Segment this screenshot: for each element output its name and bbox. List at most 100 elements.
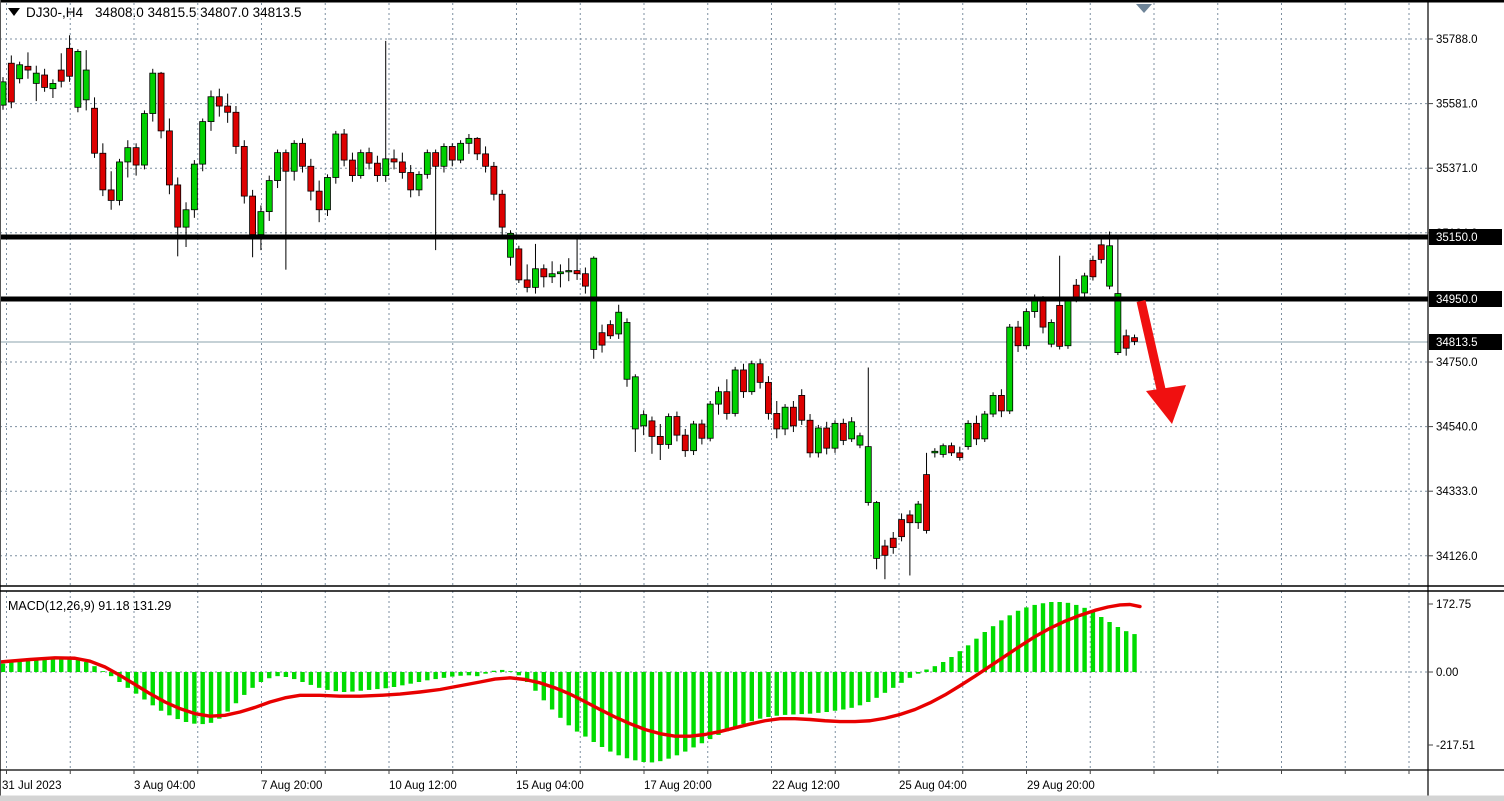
macd-histogram-bar bbox=[882, 672, 888, 693]
macd-histogram-bar bbox=[508, 671, 513, 672]
macd-histogram-bar bbox=[558, 672, 563, 718]
candle-bearish bbox=[448, 146, 456, 161]
macd-histogram-bar bbox=[84, 662, 89, 672]
candle-bearish bbox=[798, 395, 806, 421]
scroll-to-end-icon[interactable] bbox=[1136, 4, 1152, 13]
candle-bearish bbox=[157, 72, 165, 132]
candle-bullish bbox=[665, 416, 672, 445]
macd-histogram-bar bbox=[932, 666, 938, 672]
macd-signal-line bbox=[0, 602, 1142, 738]
candle-bullish bbox=[914, 503, 922, 524]
candle-bullish bbox=[939, 445, 947, 455]
macd-histogram-bar bbox=[699, 672, 705, 744]
macd-histogram-bar bbox=[441, 672, 447, 678]
macd-histogram-bar bbox=[50, 657, 56, 672]
candle-bullish bbox=[565, 270, 573, 273]
candle-bullish bbox=[116, 161, 123, 201]
candle-bearish bbox=[806, 419, 814, 454]
candle-bearish bbox=[523, 279, 531, 288]
candle-bearish bbox=[823, 427, 831, 449]
macd-histogram-bar bbox=[67, 657, 72, 672]
macd-histogram-bar bbox=[9, 662, 14, 672]
time-axis-label: 10 Aug 12:00 bbox=[389, 780, 457, 792]
symbol-dropdown-icon[interactable] bbox=[8, 8, 20, 16]
candle-bearish bbox=[839, 422, 847, 441]
candle-bullish bbox=[199, 121, 207, 165]
candle-bearish bbox=[765, 381, 772, 414]
candle-bullish bbox=[1006, 326, 1014, 412]
macd-histogram-bar bbox=[524, 672, 530, 682]
macd-histogram-bar bbox=[375, 672, 380, 690]
macd-histogram-bar bbox=[990, 626, 996, 672]
macd-histogram-bar bbox=[899, 672, 904, 683]
macd-histogram-bar bbox=[608, 672, 613, 752]
macd-histogram-bar bbox=[666, 672, 671, 759]
candle-bullish bbox=[74, 51, 82, 108]
macd-histogram-bar bbox=[325, 672, 330, 690]
candle-bearish bbox=[482, 153, 489, 167]
candle-bearish bbox=[340, 133, 348, 161]
macd-histogram-bar bbox=[841, 672, 846, 710]
macd-histogram-bar bbox=[333, 672, 338, 692]
candle-bullish bbox=[290, 142, 298, 172]
time-axis-label: 3 Aug 04:00 bbox=[134, 780, 195, 792]
candle-bearish bbox=[1039, 298, 1047, 328]
candle-bearish bbox=[66, 47, 73, 77]
macd-histogram-bar bbox=[92, 666, 97, 672]
macd-histogram-bar bbox=[583, 672, 588, 737]
macd-histogram-bar bbox=[574, 672, 580, 732]
price-axis-label: 35581.0 bbox=[1436, 99, 1478, 111]
macd-histogram-bar bbox=[566, 672, 571, 726]
macd-histogram-bar bbox=[475, 672, 480, 677]
macd-histogram-bar bbox=[641, 672, 646, 762]
candle-bullish bbox=[382, 158, 390, 177]
candle-bearish bbox=[698, 423, 706, 439]
candle-bullish bbox=[465, 137, 473, 144]
candle-bearish bbox=[606, 324, 614, 337]
macd-histogram-bar bbox=[741, 672, 746, 725]
macd-histogram-bar bbox=[425, 672, 430, 681]
price-badge-bg bbox=[1429, 291, 1502, 307]
macd-histogram-bar bbox=[974, 638, 979, 672]
candle-bearish bbox=[282, 152, 290, 172]
macd-histogram-bar bbox=[358, 672, 363, 691]
macd-histogram-bar bbox=[891, 672, 896, 688]
trend-arrow-head[interactable] bbox=[1146, 385, 1186, 424]
candle-bullish bbox=[457, 142, 465, 161]
macd-histogram-bar bbox=[200, 672, 205, 725]
macd-histogram-bar bbox=[108, 672, 114, 677]
candle-bearish bbox=[215, 96, 223, 107]
macd-histogram-bar bbox=[1049, 602, 1054, 672]
macd-histogram-bar bbox=[1015, 610, 1021, 672]
candle-bullish bbox=[706, 403, 714, 439]
candle-bullish bbox=[357, 152, 365, 177]
macd-histogram-bar bbox=[150, 672, 155, 706]
candle-bearish bbox=[573, 270, 581, 275]
macd-histogram-bar bbox=[466, 672, 472, 676]
horizontal-level-lines[interactable] bbox=[0, 234, 1428, 302]
macd-histogram-bar bbox=[1082, 607, 1087, 672]
macd-histogram-bar bbox=[500, 669, 505, 672]
candle-bearish bbox=[898, 519, 905, 538]
macd-histogram-bar bbox=[708, 672, 713, 740]
candle-bearish bbox=[99, 152, 107, 191]
candle-bearish bbox=[723, 391, 731, 414]
candle-bullish bbox=[324, 177, 331, 211]
macd-histogram-bar bbox=[167, 672, 172, 716]
macd-indicator-label: MACD(12,26,9) 91.18 131.29 bbox=[8, 599, 171, 613]
candle-bearish bbox=[1089, 259, 1097, 278]
price-axis-label: 35788.0 bbox=[1436, 34, 1478, 46]
macd-histogram-bar bbox=[807, 672, 813, 714]
macd-histogram-bar bbox=[316, 672, 322, 688]
macd-histogram-bar bbox=[824, 672, 829, 712]
macd-histogram-bar bbox=[874, 672, 879, 698]
trend-arrow-shaft[interactable] bbox=[1136, 300, 1168, 399]
candle-bearish bbox=[973, 422, 980, 440]
candle-bullish bbox=[856, 435, 864, 446]
candle-bearish bbox=[165, 130, 173, 186]
macd-histogram-bar bbox=[907, 672, 913, 678]
candle-bullish bbox=[507, 232, 514, 258]
